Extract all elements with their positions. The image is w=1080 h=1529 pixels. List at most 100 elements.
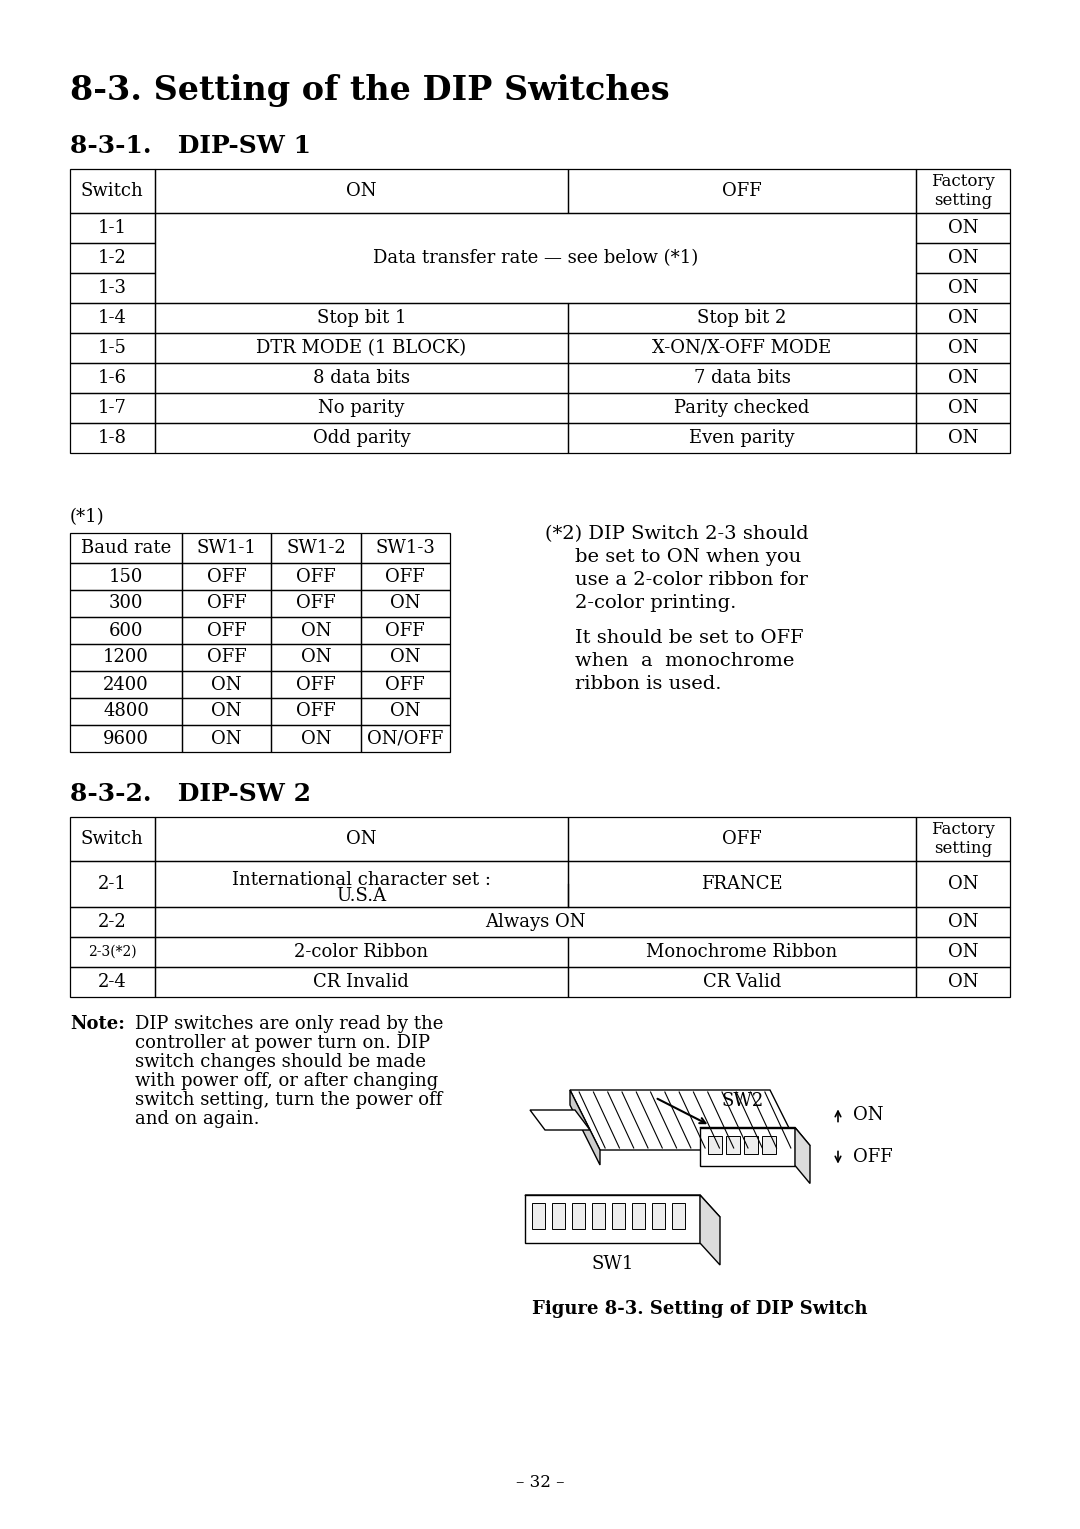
Text: use a 2-color ribbon for: use a 2-color ribbon for: [575, 570, 808, 589]
Text: ON: ON: [347, 830, 377, 849]
Bar: [271, 590, 361, 618]
Bar: [183, 618, 271, 644]
Bar: [154, 861, 568, 907]
Text: Switch: Switch: [81, 830, 144, 849]
Text: 1-8: 1-8: [98, 430, 126, 446]
Text: 2-3(*2): 2-3(*2): [87, 945, 136, 959]
Bar: [916, 274, 1010, 303]
Text: U.S.A: U.S.A: [336, 887, 387, 905]
Bar: [552, 1203, 565, 1229]
Text: OFF: OFF: [853, 1147, 893, 1165]
Bar: [568, 861, 916, 907]
Text: OFF: OFF: [296, 676, 336, 694]
Bar: [916, 966, 1010, 997]
Bar: [612, 1203, 625, 1229]
Bar: [70, 243, 154, 274]
Text: Figure 8-3. Setting of DIP Switch: Figure 8-3. Setting of DIP Switch: [532, 1300, 867, 1318]
Text: CR Invalid: CR Invalid: [313, 972, 409, 991]
Bar: [568, 362, 916, 393]
Text: ON: ON: [212, 676, 242, 694]
Bar: [916, 424, 1010, 453]
Text: 2-color printing.: 2-color printing.: [575, 593, 737, 612]
Bar: [70, 590, 183, 618]
Bar: [652, 1203, 665, 1229]
Text: 2400: 2400: [104, 676, 149, 694]
Text: X-ON/X-OFF MODE: X-ON/X-OFF MODE: [652, 339, 832, 356]
Text: No parity: No parity: [319, 399, 405, 417]
Text: OFF: OFF: [207, 621, 246, 639]
Bar: [916, 907, 1010, 937]
Text: Stop bit 2: Stop bit 2: [698, 309, 787, 327]
Text: Stop bit 1: Stop bit 1: [316, 309, 406, 327]
Text: ON: ON: [948, 943, 978, 962]
Text: ON: ON: [948, 875, 978, 893]
Bar: [70, 393, 154, 424]
Text: ON: ON: [212, 729, 242, 748]
Bar: [361, 671, 450, 699]
Text: Odd parity: Odd parity: [312, 430, 410, 446]
Text: ON: ON: [301, 648, 332, 667]
Text: International character set :: International character set :: [232, 872, 491, 888]
Bar: [916, 393, 1010, 424]
Text: OFF: OFF: [723, 830, 762, 849]
Bar: [708, 1136, 723, 1153]
Text: Even parity: Even parity: [689, 430, 795, 446]
Text: Monochrome Ribbon: Monochrome Ribbon: [647, 943, 838, 962]
Bar: [154, 816, 568, 861]
Bar: [916, 861, 1010, 907]
Text: 1-3: 1-3: [98, 278, 126, 297]
Text: OFF: OFF: [207, 567, 246, 586]
Text: – 32 –: – 32 –: [516, 1474, 564, 1491]
Text: ON: ON: [301, 729, 332, 748]
Text: when  a  monochrome: when a monochrome: [575, 651, 795, 670]
Bar: [271, 644, 361, 671]
Text: controller at power turn on. DIP: controller at power turn on. DIP: [135, 1034, 430, 1052]
Bar: [70, 534, 183, 563]
Text: (*1): (*1): [70, 508, 105, 526]
Text: OFF: OFF: [207, 648, 246, 667]
Text: with power off, or after changing: with power off, or after changing: [135, 1072, 438, 1090]
Bar: [154, 907, 916, 937]
Text: and on again.: and on again.: [135, 1110, 259, 1128]
Bar: [916, 213, 1010, 243]
Text: ON: ON: [948, 368, 978, 387]
Bar: [70, 274, 154, 303]
Text: Note:: Note:: [70, 1015, 125, 1034]
Bar: [271, 618, 361, 644]
Bar: [183, 534, 271, 563]
Polygon shape: [570, 1090, 600, 1165]
Text: Factory
setting: Factory setting: [931, 173, 995, 209]
Text: 8-3-1.   DIP-SW 1: 8-3-1. DIP-SW 1: [70, 135, 311, 157]
Bar: [916, 816, 1010, 861]
Bar: [183, 671, 271, 699]
Text: ON: ON: [948, 219, 978, 237]
Bar: [568, 170, 916, 213]
Text: 2-1: 2-1: [98, 875, 126, 893]
Text: DIP switches are only read by the: DIP switches are only read by the: [135, 1015, 444, 1034]
Bar: [70, 362, 154, 393]
Text: OFF: OFF: [296, 702, 336, 720]
Bar: [592, 1203, 605, 1229]
Text: OFF: OFF: [296, 567, 336, 586]
Text: OFF: OFF: [386, 567, 426, 586]
Text: 8-3-2.   DIP-SW 2: 8-3-2. DIP-SW 2: [70, 781, 311, 806]
Text: 1-5: 1-5: [98, 339, 126, 356]
Bar: [744, 1136, 758, 1153]
Text: ON/OFF: ON/OFF: [367, 729, 444, 748]
Text: ON: ON: [948, 972, 978, 991]
Polygon shape: [795, 1127, 810, 1183]
Bar: [568, 424, 916, 453]
Bar: [568, 966, 916, 997]
Bar: [70, 333, 154, 362]
Text: switch changes should be made: switch changes should be made: [135, 1053, 426, 1070]
Text: 1-1: 1-1: [98, 219, 126, 237]
Text: (*2) DIP Switch 2-3 should: (*2) DIP Switch 2-3 should: [545, 524, 809, 543]
Text: ON: ON: [948, 339, 978, 356]
Polygon shape: [700, 1127, 795, 1165]
Bar: [568, 393, 916, 424]
Bar: [762, 1136, 777, 1153]
Bar: [154, 937, 568, 966]
Text: 1-2: 1-2: [98, 249, 126, 268]
Bar: [70, 937, 154, 966]
Text: Switch: Switch: [81, 182, 144, 200]
